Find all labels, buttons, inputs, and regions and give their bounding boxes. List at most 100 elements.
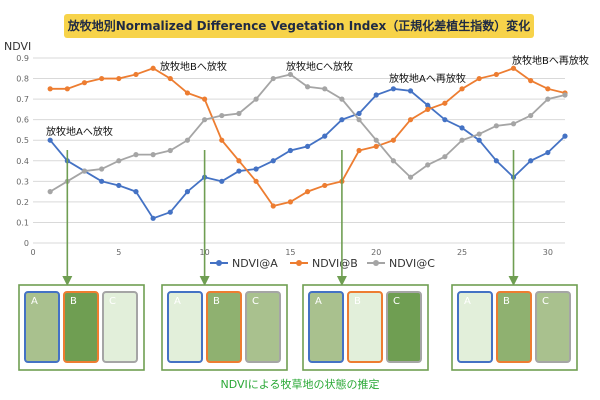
- series-line-1: [49, 87, 566, 220]
- data-point: [407, 88, 414, 94]
- data-point: [167, 75, 173, 82]
- paddock-panel: A B C: [18, 284, 145, 371]
- paddock-box-b: [206, 291, 242, 363]
- y-tick-label: 0.9: [16, 54, 29, 63]
- data-point: [133, 71, 139, 78]
- data-point: [150, 215, 156, 221]
- paddock-box-b: [496, 291, 532, 363]
- data-point: [407, 117, 414, 123]
- data-point: [510, 121, 517, 127]
- data-point: [407, 174, 414, 180]
- y-tick-label: 0.4: [16, 157, 29, 166]
- data-point: [253, 166, 259, 172]
- data-point: [356, 110, 362, 117]
- data-point: [476, 137, 482, 143]
- annotation-label: 放牧地Cへ放牧: [286, 60, 353, 73]
- x-tick-label: 30: [543, 248, 553, 257]
- paddock-box-c: [102, 291, 138, 363]
- paddock-label: C: [109, 296, 116, 307]
- x-tick-label: 5: [116, 248, 121, 257]
- series-line-3: [49, 73, 566, 193]
- data-point: [459, 125, 465, 131]
- data-point: [390, 137, 396, 143]
- x-tick-label: 25: [457, 248, 467, 257]
- paddock-label: C: [252, 296, 259, 307]
- data-point: [442, 100, 448, 106]
- data-point: [390, 86, 396, 92]
- paddock-label: B: [354, 296, 361, 307]
- paddock-label: A: [174, 296, 181, 307]
- data-point: [528, 78, 534, 84]
- x-tick-label: 0: [30, 248, 35, 257]
- data-point: [373, 92, 379, 98]
- data-point: [150, 65, 156, 71]
- y-tick-label: 0.2: [16, 198, 29, 207]
- data-point: [270, 203, 276, 209]
- data-point: [373, 137, 379, 143]
- arrow-head: [199, 276, 210, 286]
- data-point: [528, 112, 534, 119]
- data-point: [528, 158, 534, 164]
- paddock-box-a: [167, 291, 203, 363]
- paddock-box-a: [24, 291, 60, 363]
- data-point: [219, 178, 225, 184]
- legend-marker: [373, 260, 379, 266]
- data-point: [287, 71, 294, 78]
- figure-caption: NDVIによる牧草地の状態の推定: [220, 378, 380, 391]
- y-axis-label: NDVI: [4, 40, 31, 53]
- paddock-label: C: [542, 296, 549, 307]
- x-tick-label: 20: [371, 248, 381, 257]
- data-point: [99, 75, 105, 82]
- arrow-head: [508, 276, 519, 286]
- data-point: [236, 158, 242, 164]
- paddock-box-a: [308, 291, 344, 363]
- paddock-box-b: [347, 291, 383, 363]
- chart-title: 放牧地別Normalized Difference Vegetation Ind…: [64, 14, 534, 38]
- data-point: [184, 189, 191, 195]
- paddock-box-a: [457, 291, 493, 363]
- data-point: [304, 84, 311, 90]
- data-point: [476, 75, 482, 82]
- y-tick-label: 0.1: [16, 218, 29, 227]
- y-tick-label: 0.8: [16, 75, 29, 84]
- y-tick-label: 0.6: [16, 116, 29, 125]
- data-point: [322, 182, 328, 189]
- annotation-label: 放牧地Bへ放牧: [160, 60, 227, 73]
- data-point: [219, 112, 225, 119]
- data-point: [493, 123, 499, 129]
- data-point: [202, 117, 208, 123]
- paddock-panel: A B C: [302, 284, 429, 371]
- annotation-label: 放牧地Aへ再放牧: [389, 72, 466, 85]
- annotation-label: 放牧地Bへ再放牧: [512, 54, 589, 67]
- data-point: [545, 149, 551, 156]
- data-point: [442, 117, 448, 123]
- data-point: [390, 158, 396, 164]
- data-point: [184, 90, 191, 96]
- data-point: [99, 166, 105, 172]
- data-point: [116, 75, 122, 82]
- y-tick-label: 0.5: [16, 136, 29, 145]
- data-point: [202, 96, 208, 102]
- data-point: [562, 92, 568, 98]
- data-point: [236, 168, 242, 174]
- paddock-box-c: [535, 291, 571, 363]
- paddock-label: A: [464, 296, 471, 307]
- paddock-label: B: [213, 296, 220, 307]
- x-tick-label: 15: [285, 248, 295, 257]
- data-point: [425, 102, 431, 108]
- data-point: [322, 86, 328, 92]
- data-point: [510, 65, 517, 71]
- data-point: [373, 143, 379, 149]
- data-point: [304, 189, 311, 195]
- data-point: [47, 189, 53, 195]
- data-point: [442, 154, 448, 160]
- data-point: [493, 158, 499, 164]
- y-tick-label: 0.3: [16, 177, 29, 186]
- legend-label: NDVI@B: [312, 257, 358, 270]
- data-point: [133, 189, 139, 195]
- data-point: [339, 117, 345, 123]
- legend-marker: [216, 260, 222, 266]
- legend-label: NDVI@C: [389, 257, 435, 270]
- paddock-label: A: [315, 296, 322, 307]
